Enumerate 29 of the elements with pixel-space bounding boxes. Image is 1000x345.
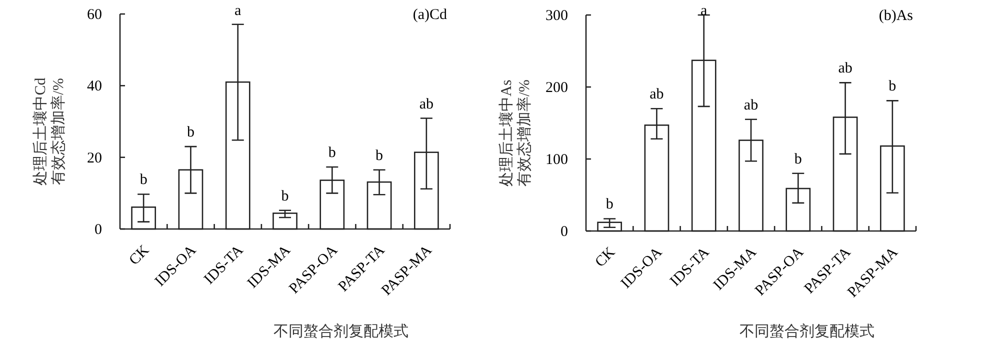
- y-axis-title: 处理后土壤中Cd 有效态增加率/%: [32, 77, 67, 186]
- annotation: ab: [744, 97, 758, 114]
- annotation: b: [606, 196, 614, 213]
- chart-title: (a)Cd: [412, 7, 448, 23]
- y-tick-label: 40: [87, 78, 102, 95]
- annotation: b: [888, 78, 896, 95]
- x-tick-label: CK: [126, 242, 153, 269]
- y-tick-label: 60: [87, 7, 102, 23]
- annotation: ab: [838, 60, 852, 77]
- annotation: b: [281, 188, 289, 204]
- y-tick-label: 100: [546, 152, 568, 168]
- annotation: ab: [650, 86, 664, 103]
- annotation: b: [140, 172, 148, 188]
- x-axis-title: 不同螯合剂复配模式: [740, 323, 875, 340]
- annotation: ab: [419, 96, 434, 112]
- annotation: b: [376, 148, 384, 164]
- annotation: b: [794, 151, 802, 168]
- x-tick-label: CK: [592, 244, 619, 271]
- y-axis-title: 处理后土壤中As 有效态增加率/%: [498, 80, 533, 186]
- chart-title: (b)As: [878, 8, 914, 24]
- x-axis-title: 不同螯合剂复配模式: [274, 323, 409, 340]
- annotation: a: [234, 3, 242, 19]
- annotation: b: [328, 145, 336, 162]
- y-tick-label: 200: [546, 80, 568, 96]
- y-tick-label: 0: [560, 224, 568, 240]
- y-tick-label: 300: [546, 8, 568, 24]
- y-tick-label: 20: [87, 150, 102, 166]
- y-tick-label: 0: [94, 222, 102, 238]
- annotation: b: [186, 124, 194, 141]
